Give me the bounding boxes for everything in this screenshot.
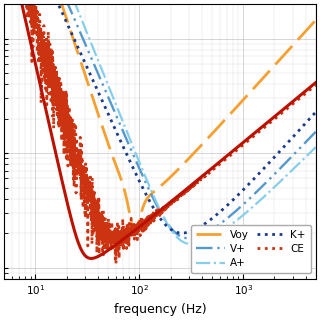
K+ xyxy=(314,110,318,114)
A+ xyxy=(122,122,125,126)
Voy xyxy=(308,25,312,28)
V+ xyxy=(314,130,318,133)
CE xyxy=(38,22,42,26)
K+ xyxy=(308,117,312,121)
Voy xyxy=(314,18,318,22)
CE xyxy=(122,232,126,236)
Line: CE: CE xyxy=(4,0,316,264)
CE xyxy=(275,116,278,119)
Line: A+: A+ xyxy=(4,0,316,244)
A+ xyxy=(190,242,194,246)
Voy xyxy=(122,186,125,189)
A+ xyxy=(274,183,278,187)
X-axis label: frequency (Hz): frequency (Hz) xyxy=(114,303,206,316)
CE xyxy=(308,88,312,92)
V+ xyxy=(135,162,139,165)
V+ xyxy=(122,131,125,135)
K+ xyxy=(122,146,125,150)
Line: V+: V+ xyxy=(4,0,316,238)
CE xyxy=(114,262,118,266)
Line: Voy: Voy xyxy=(4,0,316,232)
Legend: Voy, V+, A+, K+, CE: Voy, V+, A+, K+, CE xyxy=(191,225,311,273)
CE xyxy=(135,223,139,227)
CE xyxy=(56,92,60,96)
Line: K+: K+ xyxy=(4,0,316,233)
A+ xyxy=(135,155,139,159)
Voy xyxy=(274,62,278,66)
K+ xyxy=(274,153,278,157)
K+ xyxy=(135,175,139,179)
K+ xyxy=(56,2,60,6)
V+ xyxy=(308,136,312,140)
CE xyxy=(314,83,318,87)
A+ xyxy=(314,145,318,149)
V+ xyxy=(187,236,191,240)
A+ xyxy=(308,151,312,155)
Voy xyxy=(135,226,139,230)
Voy xyxy=(133,230,137,234)
K+ xyxy=(180,231,184,235)
V+ xyxy=(274,171,278,174)
